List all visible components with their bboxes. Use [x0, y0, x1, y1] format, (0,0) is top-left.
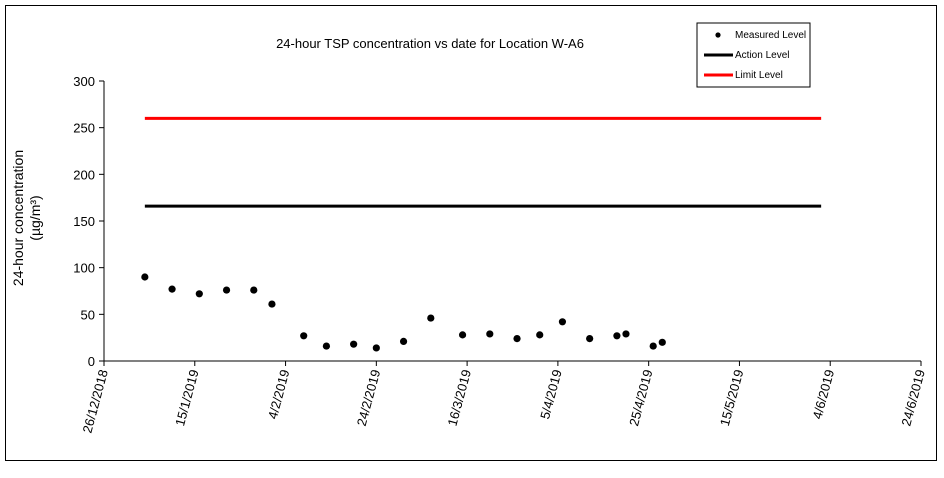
legend-label: Limit Level	[735, 70, 783, 81]
y-tick-label: 150	[73, 214, 95, 229]
measured-point	[268, 300, 276, 308]
y-axis-unit: (µg/m³)	[27, 195, 43, 240]
measured-point	[427, 314, 435, 322]
x-tick-label: 26/12/2018	[80, 368, 111, 435]
legend: Measured Level Action Level Limit Level	[696, 22, 811, 88]
x-tick-label: 25/4/2019	[626, 368, 655, 428]
y-tick-label: 250	[73, 121, 95, 136]
measured-point	[250, 286, 258, 294]
measured-point	[658, 338, 666, 346]
measured-point	[486, 330, 494, 338]
measured-point	[322, 342, 331, 350]
reference-lines	[144, 116, 822, 208]
measured-point	[513, 335, 521, 343]
y-tick-label: 200	[73, 167, 95, 182]
measured-point	[222, 286, 231, 294]
measured-point	[558, 318, 567, 326]
y-axis-label: 24-hour concentration (µg/m³)	[10, 150, 43, 286]
y-ticks: 0 50 100 150 200 250 300	[73, 74, 104, 369]
x-tick-label: 24/2/2019	[354, 368, 383, 428]
measured-point	[168, 285, 176, 293]
x-tick-label: 4/6/2019	[810, 368, 838, 421]
measured-point	[372, 344, 380, 352]
x-tick-label: 15/5/2019	[717, 368, 746, 428]
legend-label: Measured Level	[735, 30, 806, 41]
y-tick-label: 50	[81, 307, 95, 322]
measured-point	[350, 340, 358, 348]
y-tick-label: 0	[88, 354, 95, 369]
x-tick-label: 15/1/2019	[172, 368, 201, 428]
measured-point	[300, 332, 308, 340]
measured-point	[613, 332, 621, 340]
legend-label: Action Level	[735, 50, 789, 61]
measured-point	[399, 337, 408, 345]
axes	[103, 81, 921, 362]
measured-point	[458, 331, 467, 339]
x-ticks: 26/12/2018 15/1/2019 4/2/2019 24/2/2019 16/3…	[80, 361, 928, 435]
chart-title: 24-hour TSP concentration vs date for Lo…	[276, 36, 584, 51]
measured-point	[586, 335, 594, 343]
x-tick-label: 24/6/2019	[898, 368, 927, 428]
y-tick-label: 100	[73, 261, 95, 276]
measured-point	[622, 330, 630, 338]
measured-point	[536, 331, 544, 339]
measured-points	[141, 273, 666, 352]
y-tick-label: 300	[73, 74, 95, 89]
legend-marker-measured	[715, 32, 721, 38]
measured-point	[195, 290, 203, 298]
measured-point	[649, 342, 657, 350]
x-tick-label: 16/3/2019	[445, 368, 474, 428]
x-tick-label: 4/2/2019	[265, 368, 293, 421]
x-tick-label: 5/4/2019	[537, 368, 565, 421]
y-axis-label-text: 24-hour concentration	[10, 150, 26, 286]
measured-point	[141, 273, 149, 281]
